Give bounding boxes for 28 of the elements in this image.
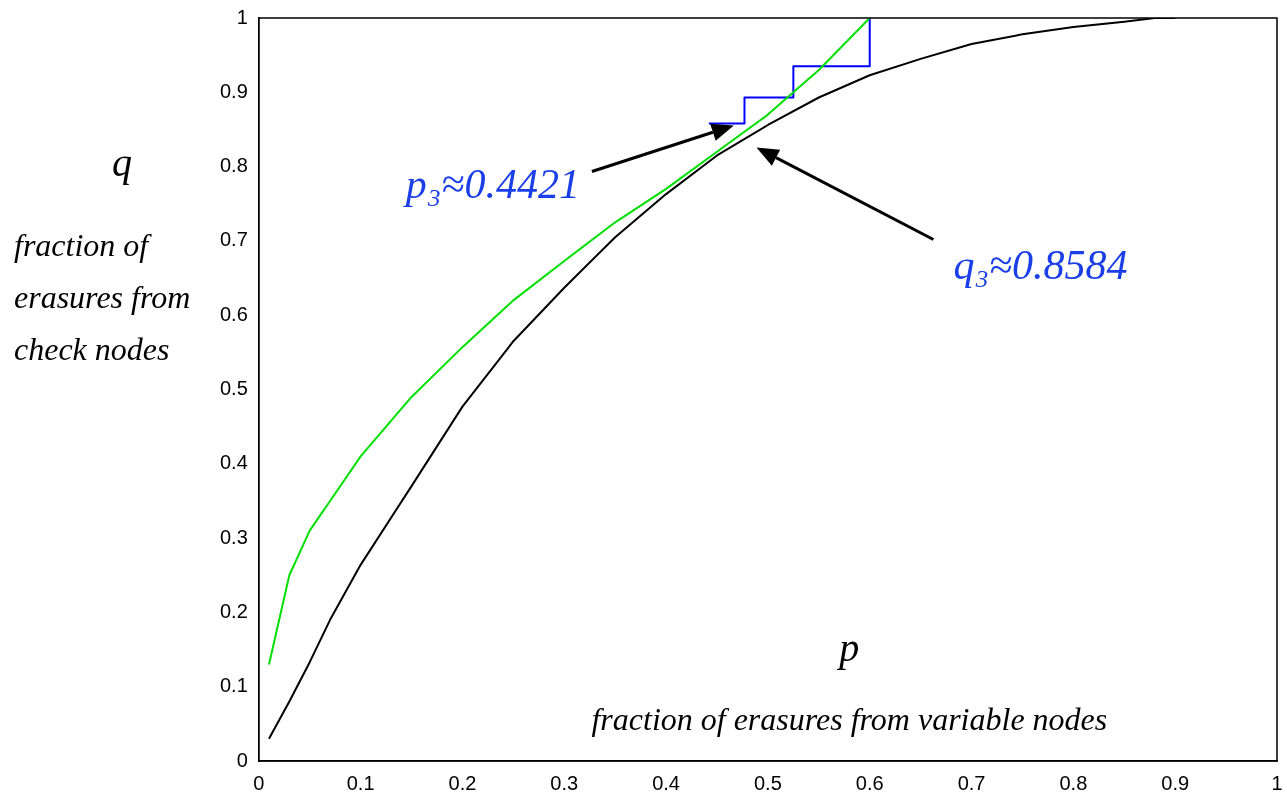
x-tick-label: 0.1 (346, 771, 375, 794)
x-tick-label: 0.6 (855, 771, 884, 794)
y-tick-label: 0.5 (219, 377, 248, 400)
annotation: p₃≈0.4421 (402, 160, 580, 207)
x-tick-label: 0.8 (1059, 771, 1088, 794)
x-tick-label: 0.3 (550, 771, 579, 794)
y-tick-label: 0.2 (219, 599, 248, 622)
y-tick-label: 0.6 (219, 302, 248, 325)
text: fraction of erasures from check nodes (14, 227, 191, 368)
x-tick-label: 0.2 (448, 771, 477, 794)
x-tick-label: 0 (253, 771, 265, 794)
y-tick-label: 0.8 (219, 154, 248, 177)
x-tick-label: 0.9 (1161, 771, 1190, 794)
annotation: fraction of erasures from variable nodes (591, 701, 1108, 738)
y-tick-label: 0.3 (219, 525, 248, 548)
x-tick-label: 0.5 (754, 771, 782, 794)
x-axis-title: p (836, 624, 860, 670)
y-tick-label: 0.9 (219, 79, 248, 102)
y-tick-label: 0.4 (219, 451, 248, 474)
y-tick-label: 0.1 (219, 674, 248, 697)
x-tick-label: 1 (1271, 771, 1283, 794)
y-tick-label: 0 (236, 748, 248, 771)
y-tick-label: 0.7 (219, 228, 248, 251)
x-tick-label: 0.7 (957, 771, 986, 794)
y-axis-title: q (112, 139, 132, 185)
y-tick-label: 1 (236, 5, 248, 28)
annotation: q₃≈0.8584 (953, 241, 1128, 288)
x-tick-label: 0.4 (652, 771, 680, 794)
